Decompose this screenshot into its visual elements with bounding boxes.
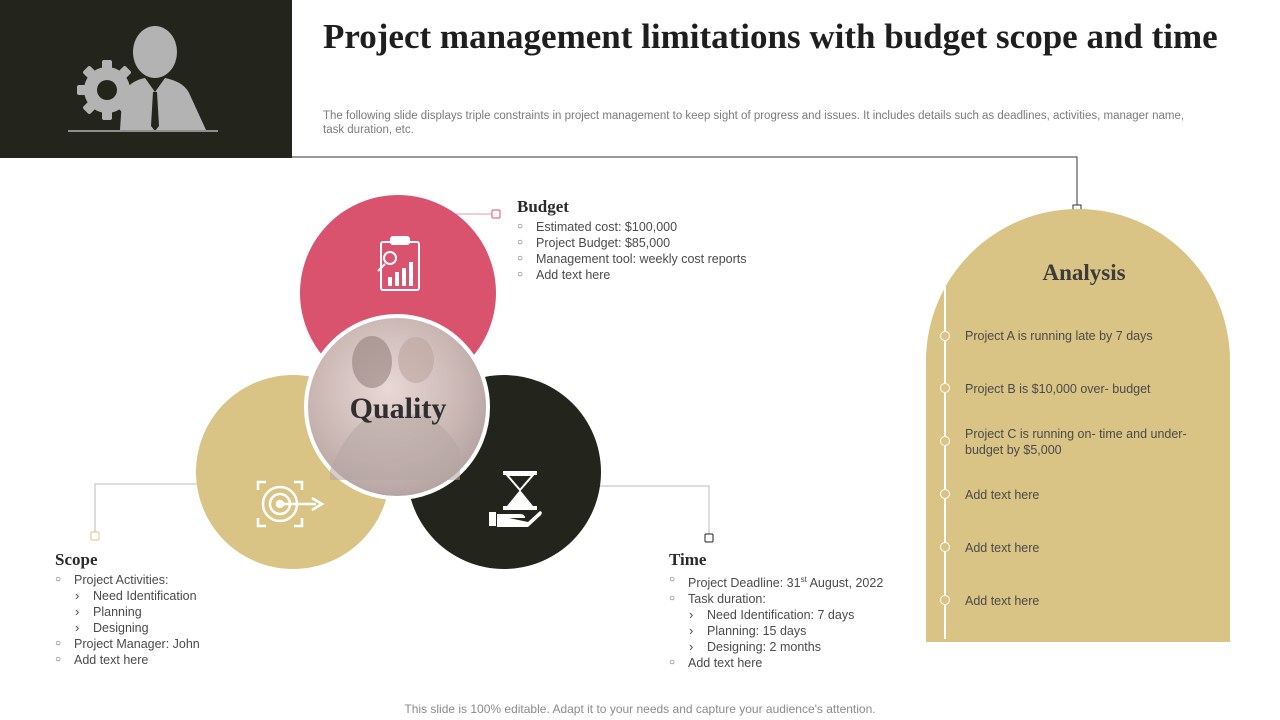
budget-connector-node	[491, 209, 501, 219]
scope-list: Project Activities: Need Identification …	[55, 572, 200, 668]
analysis-title: Analysis	[1042, 260, 1126, 285]
footer-note: This slide is 100% editable. Adapt it to…	[404, 702, 876, 716]
budget-report-icon	[377, 236, 420, 291]
analysis-item: Project A is running late by 7 days	[965, 329, 1153, 343]
list-item: Add text here	[669, 655, 883, 671]
list-sub-item: Need Identification	[55, 588, 200, 604]
list-sub-item: Designing: 2 months	[669, 639, 883, 655]
analysis-bullet-dot	[940, 331, 950, 341]
time-list: Project Deadline: 31st August, 2022 Task…	[669, 572, 883, 671]
list-sub-item: Planning	[55, 604, 200, 620]
scope-title: Scope	[55, 550, 98, 569]
analysis-item: Project B is $10,000 over- budget	[965, 382, 1151, 396]
quality-label: Quality	[349, 392, 447, 425]
analysis-timeline-line	[944, 287, 946, 639]
analysis-item: Add text here	[965, 541, 1040, 555]
header-panel	[0, 0, 292, 158]
list-item: Management tool: weekly cost reports	[517, 251, 747, 267]
list-item: Add text here	[517, 267, 747, 283]
analysis-bullet-dot	[940, 436, 950, 446]
list-item: Project Deadline: 31st August, 2022	[669, 572, 883, 591]
analysis-item: Project C is running on- time and under-…	[965, 427, 1187, 457]
hourglass-hand-icon	[489, 471, 542, 527]
time-connector-node	[704, 533, 714, 543]
list-sub-item: Planning: 15 days	[669, 623, 883, 639]
time-title: Time	[669, 550, 707, 569]
list-item: Task duration:	[669, 591, 883, 607]
deadline-prefix: Project Deadline: 31	[688, 576, 801, 591]
list-sub-item: Designing	[55, 620, 200, 636]
analysis-bullet-dot	[940, 542, 950, 552]
deadline-sup: st	[800, 575, 807, 584]
analysis-bullet-dot	[940, 595, 950, 605]
businessman-gear-icon	[68, 26, 218, 132]
list-item: Project Activities:	[55, 572, 200, 588]
list-item: Project Manager: John	[55, 636, 200, 652]
analysis-bullet-dot	[940, 383, 950, 393]
budget-list: Estimated cost: $100,000 Project Budget:…	[517, 219, 747, 283]
deadline-suffix: August, 2022	[806, 576, 884, 591]
analysis-bullet-dot	[940, 489, 950, 499]
list-item: Add text here	[55, 652, 200, 668]
list-item: Project Budget: $85,000	[517, 235, 747, 251]
page-subtitle: The following slide displays triple cons…	[323, 110, 1185, 136]
analysis-item: Add text here	[965, 594, 1040, 608]
target-icon	[256, 480, 325, 528]
scope-connector-node	[90, 531, 100, 541]
list-item: Estimated cost: $100,000	[517, 219, 747, 235]
list-sub-item: Need Identification: 7 days	[669, 607, 883, 623]
page-title: Project management limitations with budg…	[323, 17, 1218, 56]
analysis-item: Add text here	[965, 488, 1040, 502]
budget-title: Budget	[517, 197, 569, 216]
analysis-panel	[926, 209, 1230, 642]
